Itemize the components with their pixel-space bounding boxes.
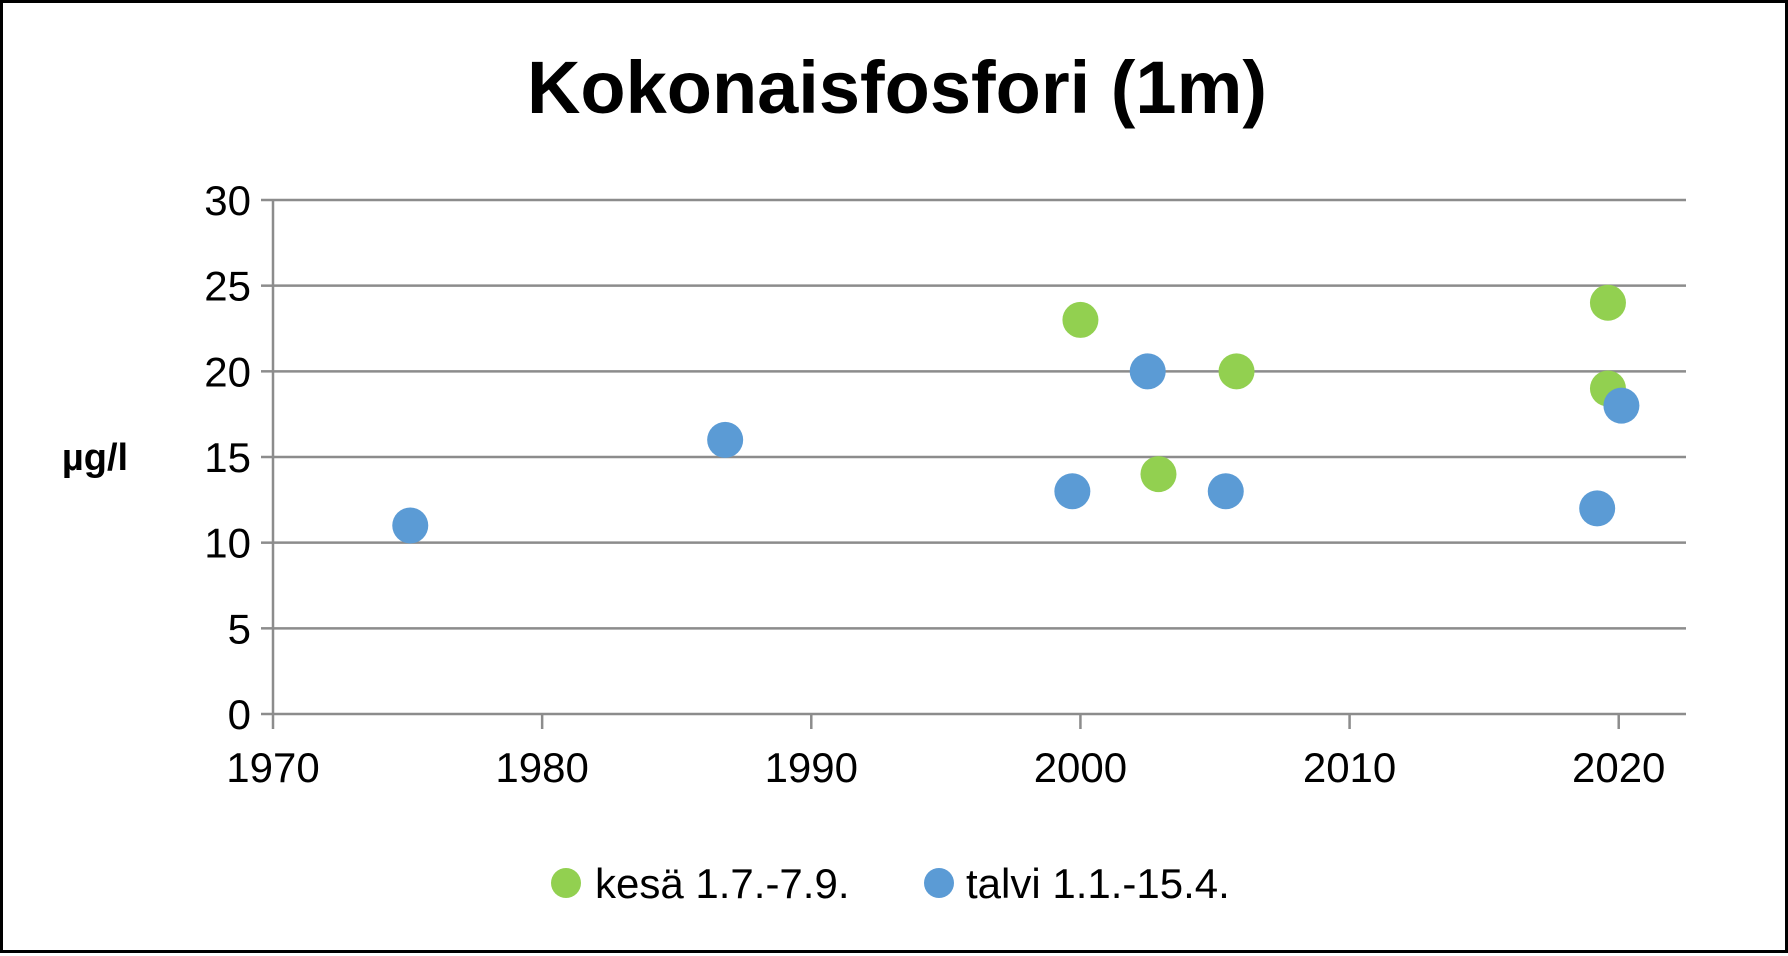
legend-marker-1 [924,868,954,898]
x-tick-label: 1970 [226,744,319,791]
scatter-plot: 0 5 10 15 20 25 30 1970 1980 1990 2000 2010 2020 µg/… [62,177,1686,907]
chart-title: Kokonaisfosfori (1m) [526,46,1268,129]
y-tick-label: 0 [228,691,251,738]
data-points [392,284,1640,544]
data-point-series1-4 [1207,473,1244,510]
tick-labels: 0 5 10 15 20 25 30 1970 1980 1990 2000 2010 2020 [204,177,1665,791]
y-tick-label: 30 [204,177,251,224]
axes [261,198,1686,729]
legend-label-1: talvi 1.1.-15.4. [966,860,1230,907]
y-tick-label: 25 [204,263,251,310]
data-point-series0-0 [1062,301,1099,338]
x-tick-label: 2010 [1303,744,1396,791]
x-tick-label: 1990 [765,744,858,791]
data-point-series1-6 [1603,387,1640,424]
y-tick-label: 15 [204,434,251,481]
x-tick-label: 2020 [1572,744,1665,791]
data-point-series0-2 [1218,353,1255,390]
data-point-series1-5 [1579,490,1616,527]
y-tick-label: 5 [228,605,251,652]
data-point-series0-3 [1589,284,1626,321]
data-point-series1-2 [1054,473,1091,510]
y-tick-label: 10 [204,520,251,567]
gridlines [273,198,1686,630]
legend-label-0: kesä 1.7.-7.9. [595,860,849,907]
x-tick-label: 1980 [495,744,588,791]
data-point-series1-3 [1129,353,1166,390]
y-tick-label: 20 [204,348,251,395]
data-point-series1-0 [392,507,429,544]
legend: kesä 1.7.-7.9. talvi 1.1.-15.4. [551,860,1230,907]
x-tick-label: 2000 [1034,744,1127,791]
legend-marker-0 [551,868,581,898]
data-point-series1-1 [707,421,744,458]
data-point-series0-1 [1140,456,1177,493]
y-axis-label: µg/l [62,437,128,479]
